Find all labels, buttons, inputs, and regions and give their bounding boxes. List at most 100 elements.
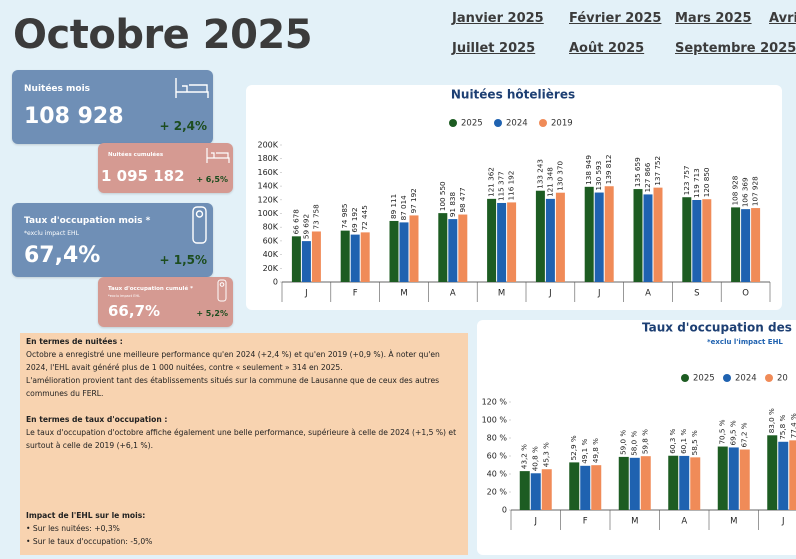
x-tick-label: F: [353, 289, 358, 299]
value-label: 135 659: [633, 157, 642, 187]
value-label: 89 111: [389, 194, 398, 219]
value-label: 138 949: [584, 155, 593, 185]
value-label: 127 866: [643, 162, 652, 192]
list-item-text: Sur le taux d'occupation: -5,0%: [32, 537, 153, 546]
value-label: 59,8 %: [641, 429, 650, 454]
x-tick-label: S: [694, 289, 699, 299]
nav-link[interactable]: Avri: [769, 11, 796, 26]
legend-label: 20: [777, 374, 788, 384]
value-label: 60,1 %: [679, 429, 688, 454]
page-title: Octobre 2025: [13, 12, 313, 58]
bar: [751, 208, 761, 282]
y-tick-label: 120 %: [482, 398, 508, 407]
value-label: 98 477: [458, 187, 467, 212]
bar: [591, 465, 602, 510]
y-tick-label: 120K: [257, 195, 278, 204]
bar: [778, 441, 789, 510]
x-tick-label: M: [730, 517, 737, 527]
bed-icon: [175, 78, 209, 98]
x-tick-label: J: [304, 289, 308, 299]
x-tick-label: M: [631, 517, 638, 527]
chart-panel: Nuitées hôtelières 2025 2024 2019 0 20K 40K 60K…: [246, 85, 782, 310]
kpi-label: Nuitées mois: [24, 84, 91, 94]
value-label: 130 370: [555, 161, 564, 191]
bar: [702, 199, 712, 282]
value-label: 58,5 %: [690, 430, 699, 455]
value-label: 139 812: [604, 154, 613, 184]
y-tick-label: 0: [502, 506, 507, 515]
value-label: 120 850: [702, 167, 711, 197]
chart-panel: Taux d'occupation des ch *exclu l'impact …: [477, 320, 796, 555]
bar: [311, 231, 321, 282]
value-label: 133 243: [535, 159, 544, 189]
value-label: 40,8 %: [531, 446, 540, 471]
bar: [717, 446, 728, 510]
x-tick-label: A: [450, 289, 456, 299]
legend-marker: [765, 374, 773, 382]
bar: [653, 187, 663, 282]
nav-link[interactable]: Février 2025: [569, 11, 662, 26]
bar: [389, 220, 399, 282]
chart-title: Nuitées hôtelières: [451, 88, 575, 102]
value-label: 59 692: [301, 214, 310, 239]
section-heading: En termes de nuitées :: [26, 337, 123, 346]
paragraph: Le taux d'occupation d'octobre affiche é…: [26, 428, 457, 450]
y-tick-label: 40 %: [487, 470, 508, 479]
kpi-label: Nuitées cumulées: [108, 152, 164, 158]
bar: [458, 214, 468, 282]
y-tick-label: 160K: [257, 168, 278, 177]
legend-label: 2024: [735, 374, 757, 384]
kpi-card: Nuitées mois 108 928 + 2,4%: [12, 70, 213, 144]
y-tick-label: 60 %: [487, 452, 508, 461]
y-tick-label: 60K: [263, 236, 279, 245]
bar: [580, 465, 591, 510]
bar: [541, 469, 552, 510]
bar: [741, 209, 751, 282]
door-hanger-icon: [192, 206, 207, 244]
value-label: 58,0 %: [630, 431, 639, 456]
nav-link[interactable]: Septembre 2025: [675, 41, 796, 56]
list-item-text: Sur les nuitées: +0,3%: [32, 524, 120, 533]
chart-title: Taux d'occupation des ch: [642, 321, 796, 335]
y-tick-label: 100K: [257, 209, 278, 218]
nav-link[interactable]: Août 2025: [569, 41, 645, 56]
nav-link[interactable]: Janvier 2025: [452, 11, 544, 26]
y-tick-label: 40K: [263, 250, 279, 259]
kpi-change: + 1,5%: [159, 253, 207, 267]
kpi-value: 1 095 182: [101, 167, 185, 185]
bar: [690, 457, 701, 510]
bar: [629, 457, 640, 510]
value-label: 108 928: [731, 175, 740, 205]
bar: [728, 447, 739, 510]
bar: [350, 234, 360, 282]
y-tick-label: 0: [273, 278, 278, 287]
bar: [438, 213, 448, 282]
value-label: 49,1 %: [580, 439, 589, 464]
value-label: 43,2 %: [520, 444, 529, 469]
y-tick-label: 200K: [257, 141, 278, 150]
kpi-change: + 5,2%: [196, 309, 228, 318]
bar: [507, 202, 517, 282]
y-tick-label: 100 %: [482, 416, 508, 425]
list-item: • Sur le taux d'occupation: -5,0%: [26, 537, 153, 546]
bed-icon: [206, 148, 230, 163]
value-label: 87 014: [399, 195, 408, 221]
nav-link[interactable]: Mars 2025: [675, 11, 752, 26]
value-label: 77,4 %: [789, 413, 796, 438]
value-label: 45,3 %: [542, 442, 551, 467]
bar: [301, 241, 311, 282]
nav-link[interactable]: Juillet 2025: [452, 41, 536, 56]
bar: [555, 192, 565, 282]
value-label: 60,3 %: [668, 428, 677, 453]
list-item: • Sur les nuitées: +0,3%: [26, 524, 120, 533]
bar: [594, 192, 604, 282]
x-tick-label: J: [548, 289, 552, 299]
y-tick-label: 80 %: [487, 434, 508, 443]
bar: [340, 230, 350, 282]
commentary: En termes de nuitées : Octobre a enregis…: [20, 333, 468, 555]
value-label: 100 550: [438, 181, 447, 211]
value-label: 59,0 %: [619, 430, 628, 455]
bar: [569, 462, 580, 510]
legend-marker: [681, 374, 689, 382]
value-label: 49,8 %: [591, 438, 600, 463]
